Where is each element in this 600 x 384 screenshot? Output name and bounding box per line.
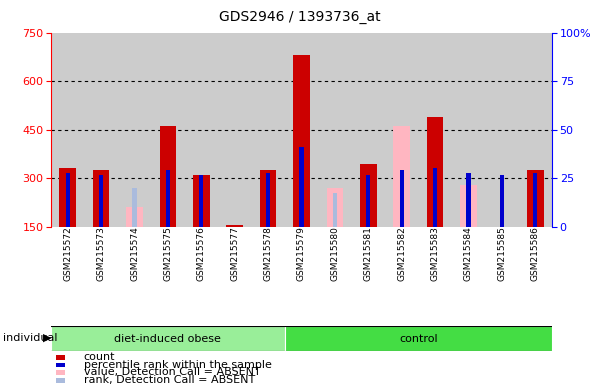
Text: GSM215586: GSM215586: [531, 227, 540, 281]
Bar: [65, 173, 70, 227]
Bar: [360, 164, 377, 227]
Text: rank, Detection Call = ABSENT: rank, Detection Call = ABSENT: [83, 375, 255, 384]
Bar: [126, 207, 143, 227]
Bar: [460, 185, 477, 227]
Bar: [266, 173, 270, 227]
Text: individual: individual: [3, 333, 58, 343]
Text: GSM215576: GSM215576: [197, 227, 206, 281]
Bar: [299, 147, 304, 227]
Text: diet-induced obese: diet-induced obese: [115, 334, 221, 344]
Bar: [199, 185, 203, 227]
Text: percentile rank within the sample: percentile rank within the sample: [83, 360, 271, 370]
Text: GDS2946 / 1393736_at: GDS2946 / 1393736_at: [219, 10, 381, 23]
Bar: [56, 370, 65, 375]
Bar: [394, 126, 410, 227]
Bar: [51, 326, 285, 351]
Bar: [466, 193, 470, 227]
Text: GSM215585: GSM215585: [497, 227, 506, 281]
Text: GSM215573: GSM215573: [97, 227, 106, 281]
Bar: [93, 170, 109, 227]
Bar: [293, 55, 310, 227]
Text: GSM215574: GSM215574: [130, 227, 139, 281]
Text: GSM215581: GSM215581: [364, 227, 373, 281]
Bar: [59, 168, 76, 227]
Bar: [166, 170, 170, 227]
Text: GSM215583: GSM215583: [431, 227, 440, 281]
Text: GSM215578: GSM215578: [263, 227, 272, 281]
Text: control: control: [399, 334, 438, 344]
Text: count: count: [83, 352, 115, 362]
Text: GSM215575: GSM215575: [163, 227, 172, 281]
Bar: [193, 175, 209, 227]
Bar: [56, 362, 65, 367]
Bar: [285, 326, 552, 351]
Bar: [260, 170, 277, 227]
Text: GSM215572: GSM215572: [63, 227, 72, 281]
Bar: [400, 172, 404, 227]
Bar: [99, 175, 103, 227]
Bar: [133, 188, 137, 227]
Bar: [160, 126, 176, 227]
Bar: [533, 173, 538, 227]
Bar: [400, 170, 404, 227]
Text: ▶: ▶: [43, 333, 52, 343]
Bar: [500, 175, 504, 227]
Bar: [326, 188, 343, 227]
Bar: [333, 193, 337, 227]
Text: GSM215579: GSM215579: [297, 227, 306, 281]
Text: GSM215580: GSM215580: [331, 227, 340, 281]
Text: GSM215584: GSM215584: [464, 227, 473, 281]
Text: GSM215577: GSM215577: [230, 227, 239, 281]
Bar: [527, 170, 544, 227]
Bar: [56, 378, 65, 382]
Bar: [427, 117, 443, 227]
Bar: [199, 175, 203, 227]
Bar: [433, 168, 437, 227]
Bar: [226, 225, 243, 227]
Bar: [366, 175, 370, 227]
Bar: [56, 355, 65, 359]
Bar: [466, 173, 470, 227]
Text: GSM215582: GSM215582: [397, 227, 406, 281]
Text: value, Detection Call = ABSENT: value, Detection Call = ABSENT: [83, 367, 260, 377]
